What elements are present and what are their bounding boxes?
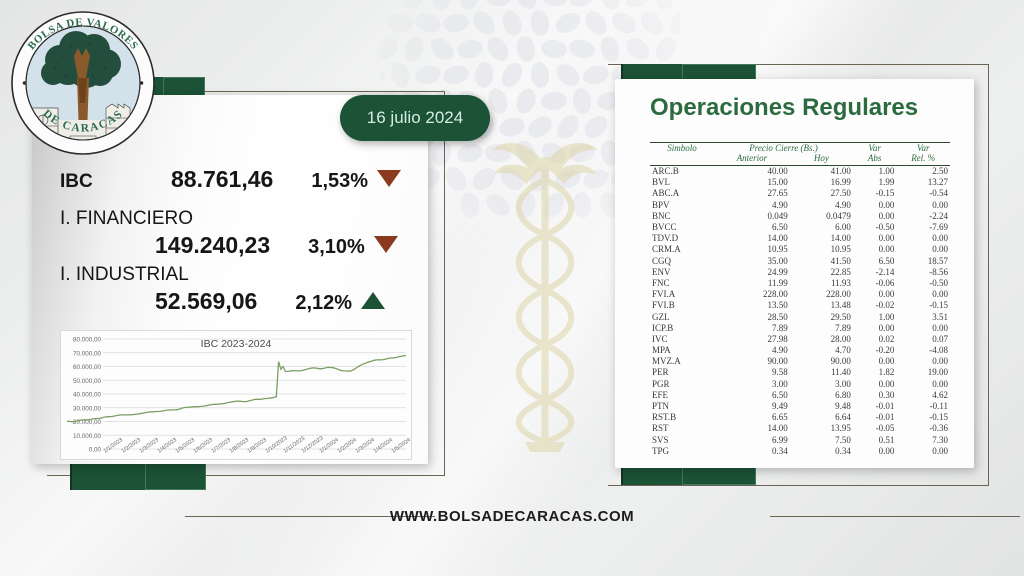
svg-text:80.000,00: 80.000,00 [73,337,102,344]
svg-text:1/1/2023: 1/1/2023 [103,437,124,454]
svg-text:1/2/2023: 1/2/2023 [121,437,142,454]
svg-text:40.000,00: 40.000,00 [73,392,102,399]
svg-text:1/4/2024: 1/4/2024 [373,437,394,454]
svg-text:1/6/2023: 1/6/2023 [193,437,214,454]
svg-text:60.000,00: 60.000,00 [73,364,102,371]
svg-text:10.000,00: 10.000,00 [73,433,102,440]
svg-text:IBC 2023-2024: IBC 2023-2024 [201,338,272,350]
svg-text:1/4/2023: 1/4/2023 [157,437,178,454]
svg-text:1/2/2024: 1/2/2024 [337,437,358,454]
svg-text:1/3/2024: 1/3/2024 [355,437,376,454]
svg-text:1/5/2024: 1/5/2024 [391,437,411,454]
svg-text:1/8/2023: 1/8/2023 [229,437,250,454]
svg-text:1/9/2023: 1/9/2023 [247,437,268,454]
svg-text:1/3/2023: 1/3/2023 [139,437,160,454]
svg-text:50.000,00: 50.000,00 [73,378,102,385]
svg-text:30.000,00: 30.000,00 [73,405,102,412]
svg-text:1/5/2023: 1/5/2023 [175,437,196,454]
svg-text:70.000,00: 70.000,00 [73,350,102,357]
svg-text:1/7/2023: 1/7/2023 [211,437,232,454]
svg-text:0,00: 0,00 [89,447,102,454]
